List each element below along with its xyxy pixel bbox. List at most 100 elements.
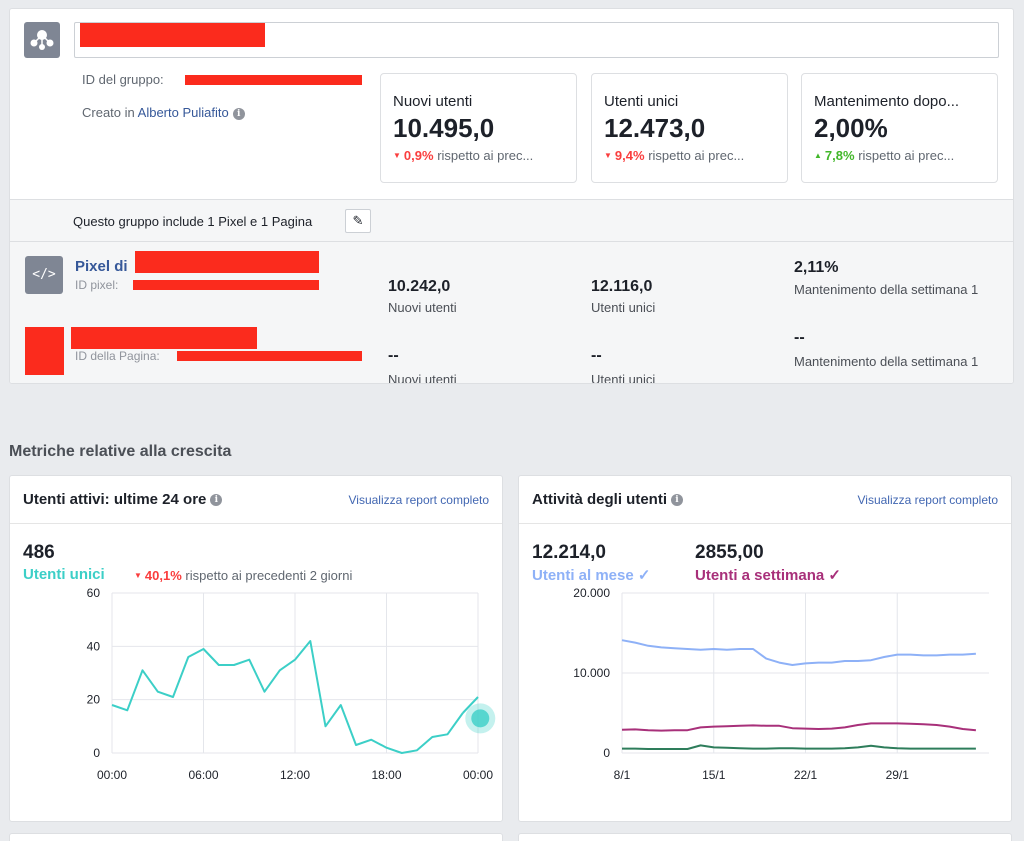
redacted-page-id	[177, 351, 362, 361]
series-line	[462, 696, 479, 714]
page-unique-users-label: Utenti unici	[591, 372, 656, 384]
user-activity-card: Attività degli utenti i Visualizza report…	[518, 475, 1012, 822]
pixel-unique-users-value: 12.116,0	[591, 278, 653, 295]
section-title: Metriche relative alla crescita	[9, 443, 232, 460]
page-new-users-value: --	[388, 347, 399, 364]
page-id-label: ID della Pagina:	[75, 349, 160, 363]
kpi-delta: ▲ 7,8% rispetto ai prec...	[814, 148, 955, 163]
weekly-users-toggle[interactable]: Utenti a settimana ✓	[695, 567, 841, 584]
includes-bar: Questo gruppo include 1 Pixel e 1 Pagina…	[10, 200, 1013, 242]
group-avatar-icon	[24, 22, 60, 58]
series-label: Utenti unici	[23, 566, 105, 583]
redacted-page-name	[71, 327, 257, 349]
active-users-value: 486	[23, 542, 55, 563]
full-report-link[interactable]: Visualizza report completo	[348, 493, 489, 507]
page-new-users-label: Nuovi utenti	[388, 372, 457, 384]
series-line	[622, 744, 976, 750]
kpi-value: 12.473,0	[604, 113, 706, 143]
pixel-retention-value: 2,11%	[794, 259, 839, 276]
redacted-page-avatar	[25, 327, 64, 375]
x-tick-label: 8/1	[614, 768, 631, 782]
y-tick-label: 40	[87, 639, 101, 653]
group-card: ID del gruppo: Creato in Alberto Puliafi…	[9, 8, 1014, 384]
kpi-delta: ▼ 9,4% rispetto ai prec...	[604, 148, 745, 163]
kpi-delta-value: ▲ 7,8%	[814, 148, 855, 163]
kpi-value: 2,00%	[814, 113, 888, 143]
kpi-new-users[interactable]: Nuovi utenti 10.495,0 ▼ 0,9% rispetto ai …	[380, 73, 577, 183]
includes-text: Questo gruppo include 1 Pixel e 1 Pagina	[73, 214, 313, 229]
down-triangle-icon: ▼	[134, 571, 142, 580]
y-tick-label: 0	[603, 746, 610, 760]
weekly-users-value: 2855,00	[695, 542, 764, 563]
pixel-id-label: ID pixel:	[75, 278, 119, 292]
checkmark-icon: ✓	[828, 567, 841, 584]
monthly-users-toggle[interactable]: Utenti al mese ✓	[532, 567, 651, 584]
pixel-new-users-label: Nuovi utenti	[388, 300, 457, 315]
creator-link[interactable]: Alberto Puliafito	[137, 105, 229, 120]
up-triangle-icon: ▲	[814, 151, 822, 160]
card-header: Attività degli utenti i Visualizza report…	[519, 476, 1011, 524]
x-tick-label: 12:00	[280, 768, 310, 782]
x-tick-label: 22/1	[794, 768, 818, 782]
card-title: Utenti attivi: ultime 24 ore i	[23, 491, 223, 508]
kpi-label: Nuovi utenti	[393, 93, 473, 110]
y-tick-label: 0	[93, 746, 100, 760]
series-line	[111, 640, 464, 754]
series-line	[621, 639, 976, 666]
x-tick-label: 06:00	[188, 768, 218, 782]
down-triangle-icon: ▼	[604, 151, 612, 160]
info-icon[interactable]: i	[232, 107, 245, 120]
pixel-retention-label: Mantenimento della settimana 1	[794, 282, 979, 297]
pencil-icon: ✎	[352, 213, 364, 228]
x-tick-label: 29/1	[886, 768, 910, 782]
kpi-delta: ▼ 0,9% rispetto ai prec...	[393, 148, 534, 163]
kpi-label: Utenti unici	[604, 93, 679, 110]
x-tick-label: 18:00	[371, 768, 401, 782]
kpi-unique-users[interactable]: Utenti unici 12.473,0 ▼ 9,4% rispetto ai …	[591, 73, 788, 183]
pixel-unique-users-label: Utenti unici	[591, 300, 656, 315]
x-tick-label: 15/1	[702, 768, 726, 782]
page-unique-users-value: --	[591, 347, 602, 364]
redacted-group-id	[185, 75, 362, 85]
pixel-new-users-value: 10.242,0	[388, 278, 451, 295]
series-line	[621, 722, 976, 732]
info-icon[interactable]: i	[671, 494, 683, 507]
kpi-delta-value: ▼ 0,9%	[393, 148, 434, 163]
pixel-title-link[interactable]: Pixel di	[75, 258, 128, 275]
edit-button[interactable]: ✎	[345, 209, 371, 233]
x-tick-label: 00:00	[463, 768, 493, 782]
active-users-delta: ▼ 40,1% rispetto ai precedenti 2 giorni	[134, 568, 353, 583]
active-users-card: Utenti attivi: ultime 24 ore i Visualizza…	[9, 475, 503, 822]
y-tick-label: 10.000	[573, 666, 610, 680]
next-card	[518, 833, 1012, 841]
pixel-code-icon: </>	[25, 256, 63, 294]
x-tick-label: 00:00	[97, 768, 127, 782]
info-icon[interactable]: i	[210, 494, 223, 507]
monthly-users-value: 12.214,0	[532, 542, 606, 563]
kpi-delta-value: ▼ 9,4%	[604, 148, 645, 163]
checkmark-icon: ✓	[637, 567, 651, 584]
y-tick-label: 20	[87, 693, 101, 707]
group-assets: Questo gruppo include 1 Pixel e 1 Pagina…	[10, 199, 1013, 384]
kpi-value: 10.495,0	[393, 113, 495, 143]
group-id-row: ID del gruppo:	[82, 72, 164, 87]
redacted-pixel-name	[135, 251, 319, 273]
page-retention-label: Mantenimento della settimana 1	[794, 354, 979, 369]
redacted-group-name	[80, 23, 265, 47]
user-activity-chart[interactable]: 0 10.000 20.000 8/1 15/1 22/1 29/1	[519, 588, 1012, 818]
active-users-chart[interactable]: 0 20 40 60 00:00 06:00 12:00 18:00 00:00	[10, 588, 503, 818]
down-triangle-icon: ▼	[393, 151, 401, 160]
y-tick-label: 60	[87, 588, 101, 600]
kpi-retention[interactable]: Mantenimento dopo... 2,00% ▲ 7,8% rispett…	[801, 73, 998, 183]
group-id-label: ID del gruppo:	[82, 72, 164, 87]
next-card	[9, 833, 503, 841]
kpi-label: Mantenimento dopo...	[814, 93, 960, 110]
card-title: Attività degli utenti i	[532, 491, 683, 508]
hover-marker	[471, 709, 490, 728]
y-tick-label: 20.000	[573, 588, 610, 600]
created-prefix: Creato in	[82, 105, 135, 120]
created-row: Creato in Alberto Puliafito i	[82, 105, 245, 120]
redacted-pixel-id	[133, 280, 319, 290]
page-retention-value: --	[794, 329, 805, 346]
full-report-link[interactable]: Visualizza report completo	[857, 493, 998, 507]
